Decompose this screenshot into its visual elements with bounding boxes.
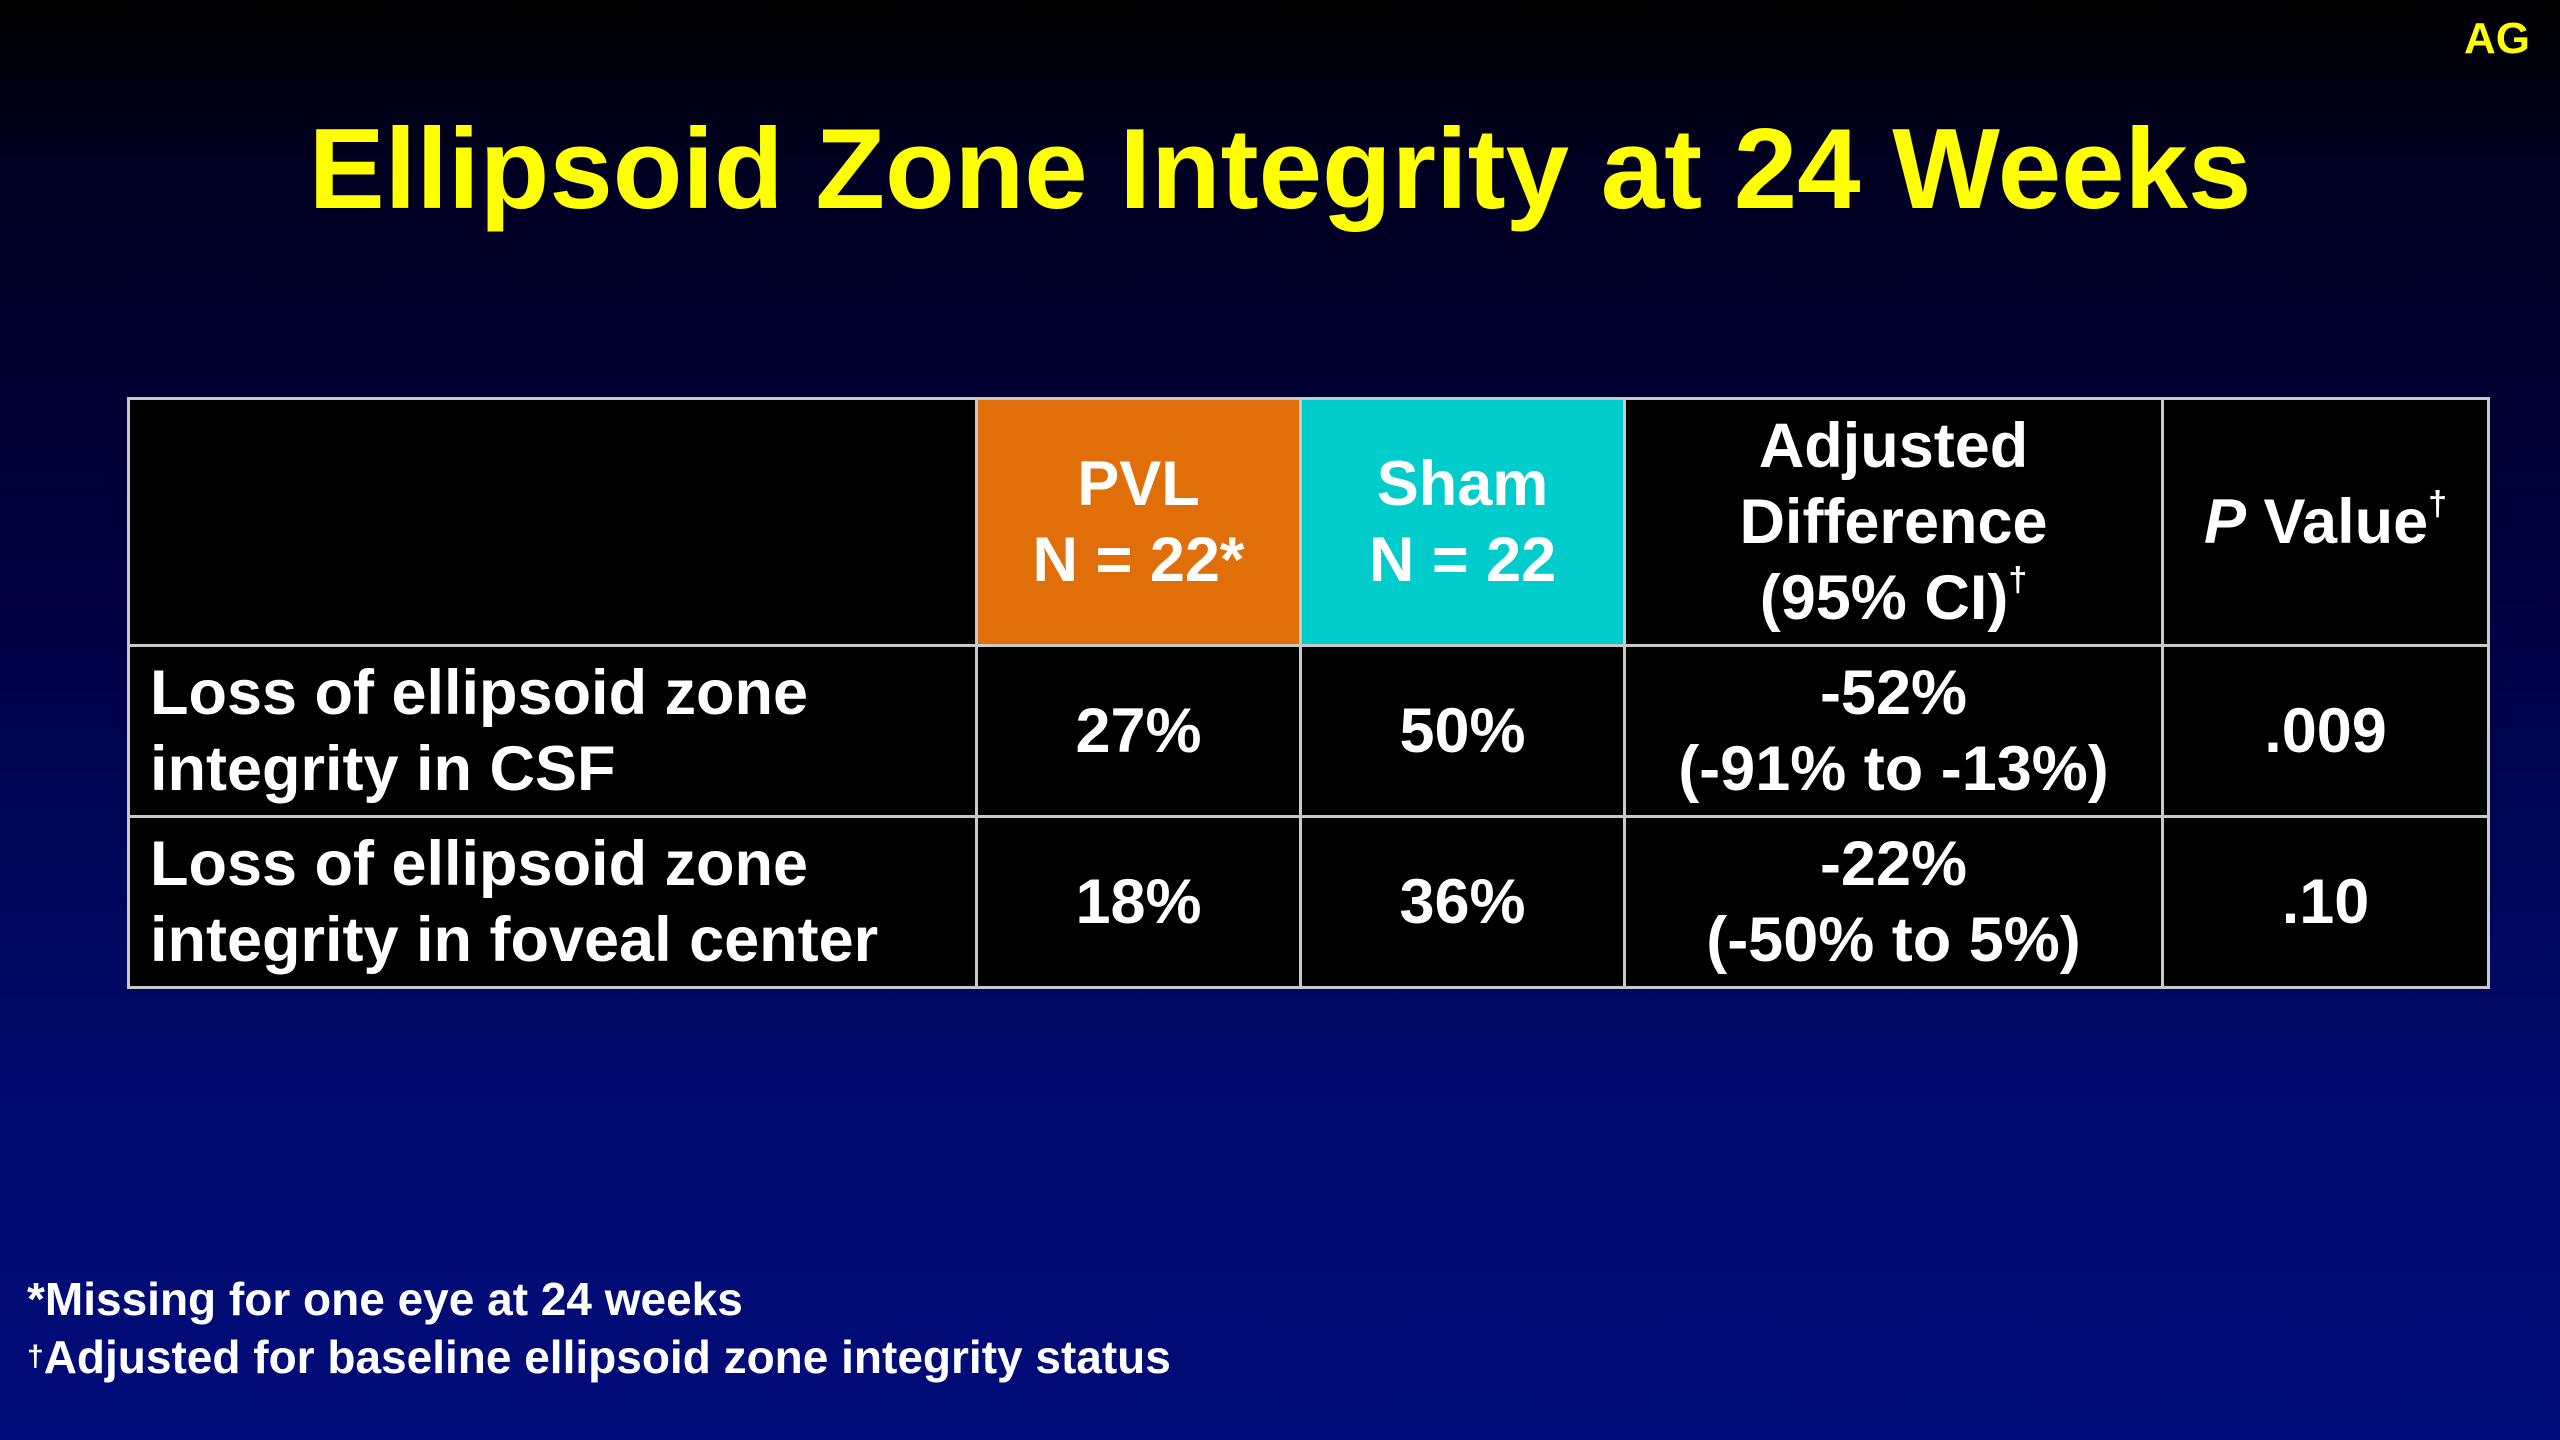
footnote-adjusted: †Adjusted for baseline ellipsoid zone in…	[27, 1328, 1171, 1386]
table-row: Loss of ellipsoid zone integrity in fove…	[127, 815, 2490, 989]
footnote-missing: *Missing for one eye at 24 weeks	[27, 1273, 743, 1325]
row-label: Loss of ellipsoid zone integrity in fove…	[127, 815, 978, 989]
cell-sham: 50%	[1299, 644, 1626, 818]
cell-diff-value: -52%	[1819, 658, 1968, 728]
row-label-line2: integrity in foveal center	[150, 905, 879, 975]
cell-diff-value: -22%	[1819, 829, 1968, 899]
cell-pvl: 18%	[975, 815, 1302, 989]
footnote-dagger: †	[27, 1340, 44, 1373]
row-label-line1: Loss of ellipsoid zone	[150, 829, 809, 899]
cell-adjusted-difference: -52% (-91% to -13%)	[1623, 644, 2164, 818]
header-pvl-name: PVL	[1077, 449, 1200, 519]
row-label-line2: integrity in CSF	[150, 734, 616, 804]
results-table: PVL N = 22* Sham N = 22 Adjusted Differe…	[127, 397, 2490, 989]
cell-pvl: 27%	[975, 644, 1302, 818]
cell-diff-ci: (-91% to -13%)	[1678, 734, 2109, 804]
dagger-mark: †	[2428, 485, 2448, 523]
cell-sham: 36%	[1299, 815, 1626, 989]
header-sham: Sham N = 22	[1299, 397, 1626, 647]
cell-diff-ci: (-50% to 5%)	[1706, 905, 2081, 975]
header-pvl: PVL N = 22*	[975, 397, 1302, 647]
cell-p-value: .009	[2161, 644, 2490, 818]
header-adjusted-line1: Adjusted	[1758, 411, 2029, 481]
corner-badge: AG	[2464, 14, 2530, 63]
table-row: Loss of ellipsoid zone integrity in CSF …	[127, 644, 2490, 818]
cell-p-value: .10	[2161, 815, 2490, 989]
header-adjusted-line3: (95% CI)†	[1626, 560, 2161, 636]
row-label-line1: Loss of ellipsoid zone	[150, 658, 809, 728]
header-p-italic: P	[2203, 487, 2246, 557]
header-adjusted-line2: Difference	[1739, 487, 2048, 557]
footnotes: *Missing for one eye at 24 weeks †Adjust…	[27, 1270, 1171, 1386]
header-sham-n: N = 22	[1368, 525, 1557, 595]
slide-title: Ellipsoid Zone Integrity at 24 Weeks	[308, 106, 2252, 233]
header-empty-cell	[127, 397, 978, 647]
header-sham-name: Sham	[1376, 449, 1549, 519]
header-adjusted-difference: Adjusted Difference (95% CI)†	[1623, 397, 2164, 647]
header-pvl-n: N = 22*	[1032, 525, 1245, 595]
cell-adjusted-difference: -22% (-50% to 5%)	[1623, 815, 2164, 989]
footnote-adjusted-text: Adjusted for baseline ellipsoid zone int…	[43, 1331, 1171, 1383]
dagger-mark: †	[2008, 561, 2028, 599]
header-p-value: P Value†	[2161, 397, 2490, 647]
row-label: Loss of ellipsoid zone integrity in CSF	[127, 644, 978, 818]
header-p-label: Value	[2246, 487, 2429, 557]
table-header-row: PVL N = 22* Sham N = 22 Adjusted Differe…	[127, 397, 2490, 647]
header-adjusted-ci: (95% CI)	[1759, 563, 2009, 633]
